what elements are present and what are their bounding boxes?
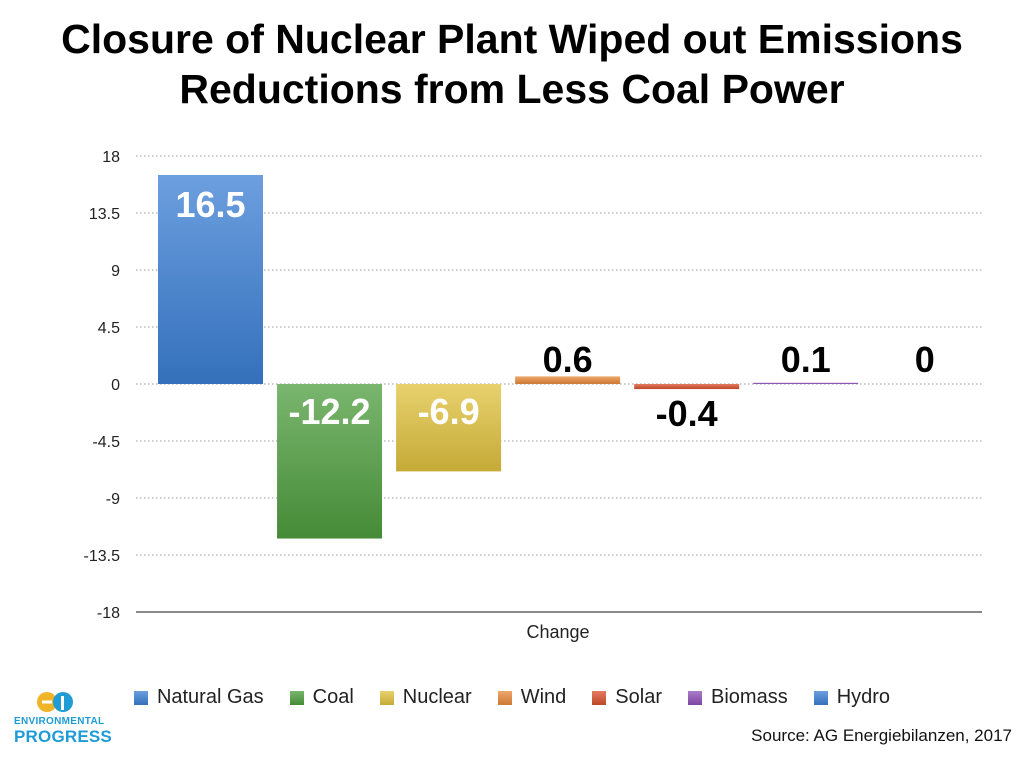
- y-tick-label: -13.5: [84, 548, 121, 565]
- legend-item-coal: Coal: [289, 686, 354, 709]
- legend-swatch: [289, 690, 304, 705]
- legend-swatch: [497, 690, 512, 705]
- data-label-nuclear: -6.9: [418, 391, 480, 432]
- data-label-hydro: 0: [915, 339, 935, 380]
- bar-coal: [277, 384, 383, 539]
- data-labels: 16.5 -12.2 -6.9 0.6 -0.4 0.1 0: [175, 184, 934, 434]
- data-label-wind: 0.6: [543, 339, 593, 380]
- legend-swatch: [379, 690, 394, 705]
- y-tick-label: 13.5: [89, 206, 120, 223]
- y-tick-label: -18: [97, 605, 120, 622]
- bar-natural-gas: [158, 175, 263, 384]
- legend-item-biomass: Biomass: [688, 686, 788, 709]
- data-label-biomass: 0.1: [781, 339, 831, 380]
- y-tick-label: 0: [111, 377, 120, 394]
- bar-chart: 18 13.5 9 4.5 0 -4.5 -9 -13.5 -18 16.5 -12.2 -6.9 0…: [84, 149, 982, 642]
- legend-item-nuclear: Nuclear: [379, 686, 472, 709]
- y-tick-label: 4.5: [98, 320, 120, 337]
- bar-solar: [634, 384, 740, 390]
- legend-item-wind: Wind: [497, 686, 567, 709]
- bars: [158, 175, 859, 539]
- gridlines: [136, 155, 982, 613]
- legend: Natural Gas Coal Nuclear Wind Solar Biomass Hy…: [0, 686, 1024, 709]
- y-tick-label: 9: [111, 263, 120, 280]
- y-tick-label: -4.5: [92, 434, 120, 451]
- chart-title: Closure of Nuclear Plant Wiped out Emiss…: [0, 14, 1024, 114]
- y-axis-ticks: 18 13.5 9 4.5 0 -4.5 -9 -13.5 -18: [84, 149, 121, 622]
- title-line-2: Reductions from Less Coal Power: [179, 66, 845, 112]
- y-tick-label: 18: [102, 149, 120, 166]
- legend-label: Natural Gas: [156, 686, 264, 708]
- legend-item-natural-gas: Natural Gas: [133, 686, 264, 709]
- legend-swatch: [592, 690, 607, 705]
- logo-text-progress: PROGRESS: [14, 727, 112, 746]
- ep-logo-icon: [37, 692, 73, 712]
- legend-label: Coal: [312, 686, 354, 708]
- logo-text-environmental: ENVIRONMENTAL: [14, 716, 105, 727]
- data-label-natural-gas: 16.5: [175, 184, 245, 225]
- environmental-progress-logo: ENVIRONMENTAL PROGRESS: [14, 690, 112, 746]
- legend-swatch: [688, 690, 702, 705]
- bar-biomass: [753, 382, 859, 384]
- bar-nuclear: [396, 384, 502, 472]
- legend-item-hydro: Hydro: [813, 686, 891, 709]
- y-tick-label: -9: [106, 491, 120, 508]
- legend-label: Hydro: [836, 686, 891, 708]
- data-label-solar: -0.4: [656, 393, 718, 434]
- legend-swatch: [813, 690, 828, 705]
- legend-label: Nuclear: [402, 686, 472, 708]
- source-note: Source: AG Energiebilanzen, 2017: [751, 726, 1012, 745]
- legend-label: Solar: [615, 686, 662, 708]
- bar-wind: [515, 376, 621, 384]
- x-axis-label: Change: [526, 622, 589, 642]
- title-line-1: Closure of Nuclear Plant Wiped out Emiss…: [61, 16, 963, 62]
- legend-item-solar: Solar: [592, 686, 662, 709]
- legend-swatch: [133, 690, 148, 705]
- legend-label: Wind: [520, 686, 567, 708]
- data-label-coal: -12.2: [289, 391, 371, 432]
- legend-label: Biomass: [711, 686, 788, 708]
